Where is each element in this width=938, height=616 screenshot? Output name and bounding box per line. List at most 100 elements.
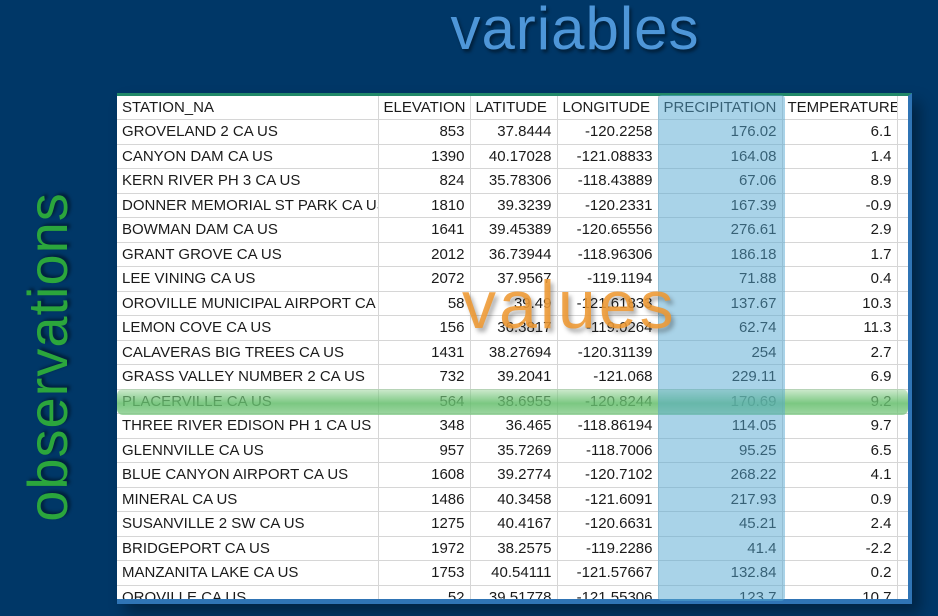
cell-spare [896,413,908,439]
table-row: SUSANVILLE 2 SW CA US 1275 40.4167 -120.663… [117,511,908,537]
cell-elevation: 1810 [377,192,471,218]
cell-spare [896,266,908,292]
cell-temperature: 11.3 [781,315,898,341]
table-header-row: STATION_NA ELEVATION LATITUDE LONGITUDE … [117,96,908,120]
cell-station_na: LEMON COVE CA US [117,315,379,341]
cell-temperature: 1.7 [781,241,898,267]
station-table-body: GROVELAND 2 CA US85337.8444-120.2258176.… [117,119,908,599]
cell-longitude: -121.61833 [556,290,659,316]
cell-latitude: 35.78306 [469,168,558,194]
cell-temperature: 10.7 [781,584,898,599]
cell-latitude: 37.9567 [469,266,558,292]
cell-station_na: GROVELAND 2 CA US [117,119,379,145]
cell-latitude: 37.8444 [469,119,558,145]
cell-elevation: 52 [377,584,471,599]
cell-longitude: -121.6091 [556,486,659,512]
cell-longitude: -120.2331 [556,192,659,218]
cell-longitude: -118.7006 [556,437,659,463]
cell-longitude: -121.08833 [556,143,659,169]
cell-station_na: MANZANITA LAKE CA US [117,560,379,586]
cell-latitude: 40.54111 [469,560,558,586]
cell-latitude: 38.2575 [469,535,558,561]
table-row: DONNER MEMORIAL ST PARK CA US 1810 39.3239… [117,192,908,218]
cell-temperature: 2.7 [781,339,898,365]
variables-label: variables [450,0,700,62]
cell-spare [896,584,908,599]
cell-elevation: 348 [377,413,471,439]
cell-longitude: -118.43889 [556,168,659,194]
cell-longitude: -118.96306 [556,241,659,267]
cell-spare [896,192,908,218]
cell-station_na: BRIDGEPORT CA US [117,535,379,561]
table-row: OROVILLE CA US5239.51778-121.55306123.71… [117,584,908,599]
cell-station_na: DONNER MEMORIAL ST PARK CA US [117,192,379,218]
cell-elevation: 1486 [377,486,471,512]
table-row: MINERAL CA US148640.3458-121.6091217.930… [117,486,908,512]
cell-station_na: KERN RIVER PH 3 CA US [117,168,379,194]
cell-latitude: 38.27694 [469,339,558,365]
cell-latitude: 36.465 [469,413,558,439]
table-row: GROVELAND 2 CA US85337.8444-120.2258176.… [117,119,908,145]
table-row: MANZANITA LAKE CA US 1753 40.54111 -121.576… [117,560,908,586]
table-row: BLUE CANYON AIRPORT CA US 1608 39.2774 -120… [117,462,908,488]
cell-elevation: 1641 [377,217,471,243]
observations-label: observations [16,192,79,522]
cell-elevation: 1972 [377,535,471,561]
table-row: THREE RIVER EDISON PH 1 CA US 348 36.465 -1… [117,413,908,439]
cell-temperature: 8.9 [781,168,898,194]
cell-temperature: 10.3 [781,290,898,316]
cell-temperature: 6.9 [781,364,898,390]
cell-longitude: -121.55306 [556,584,659,599]
cell-longitude: -119.2286 [556,535,659,561]
cell-latitude: 39.3239 [469,192,558,218]
precipitation-column-highlight [658,95,785,601]
cell-spare [896,339,908,365]
cell-spare [896,143,908,169]
cell-station_na: OROVILLE CA US [117,584,379,599]
table-row: BRIDGEPORT CA US197238.2575-119.228641.4… [117,535,908,561]
cell-latitude: 39.2774 [469,462,558,488]
cell-latitude: 36.73944 [469,241,558,267]
cell-elevation: 1275 [377,511,471,537]
cell-longitude: -121.068 [556,364,659,390]
column-header-station-na: STATION_NA [117,96,379,120]
cell-latitude: 39.49 [469,290,558,316]
cell-temperature: 6.5 [781,437,898,463]
cell-station_na: THREE RIVER EDISON PH 1 CA US [117,413,379,439]
cell-station_na: MINERAL CA US [117,486,379,512]
cell-spare [896,535,908,561]
cell-elevation: 1608 [377,462,471,488]
cell-spare [896,486,908,512]
cell-spare [896,315,908,341]
cell-spare [896,217,908,243]
cell-elevation: 1753 [377,560,471,586]
cell-temperature: 0.4 [781,266,898,292]
table-row: CALAVERAS BIG TREES CA US 1431 38.27694 -12… [117,339,908,365]
cell-latitude: 36.3817 [469,315,558,341]
table-row: GRANT GROVE CA US 2012 36.73944 -118.96306 1… [117,241,908,267]
cell-station_na: GRASS VALLEY NUMBER 2 CA US [117,364,379,390]
cell-longitude: -120.7102 [556,462,659,488]
station-table: STATION_NA ELEVATION LATITUDE LONGITUDE … [117,96,908,599]
cell-elevation: 1390 [377,143,471,169]
cell-longitude: -120.2258 [556,119,659,145]
cell-station_na: SUSANVILLE 2 SW CA US [117,511,379,537]
cell-spare [896,119,908,145]
cell-latitude: 39.2041 [469,364,558,390]
cell-station_na: BLUE CANYON AIRPORT CA US [117,462,379,488]
cell-elevation: 824 [377,168,471,194]
cell-temperature: 6.1 [781,119,898,145]
cell-temperature: -0.9 [781,192,898,218]
cell-station_na: LEE VINING CA US [117,266,379,292]
cell-temperature: 0.2 [781,560,898,586]
cell-spare [896,168,908,194]
cell-longitude: -120.31139 [556,339,659,365]
cell-longitude: -120.65556 [556,217,659,243]
column-header-elevation: ELEVATION [377,96,471,120]
cell-latitude: 40.17028 [469,143,558,169]
cell-spare [896,241,908,267]
station-table-container: STATION_NA ELEVATION LATITUDE LONGITUDE … [117,93,912,604]
cell-temperature: 9.7 [781,413,898,439]
cell-station_na: GRANT GROVE CA US [117,241,379,267]
table-row: CANYON DAM CA US139040.17028-121.0883316… [117,143,908,169]
